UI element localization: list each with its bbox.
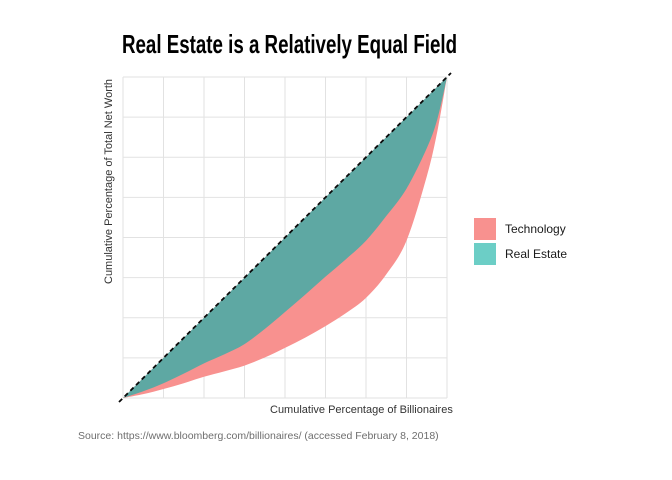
- legend-item-real-estate: Real Estate: [474, 243, 567, 265]
- equality-dashed-line: [118, 72, 452, 403]
- legend-item-technology: Technology: [474, 218, 567, 240]
- real-estate-swatch: [474, 243, 496, 265]
- plot-svg: [118, 72, 452, 403]
- technology-legend-label: Technology: [505, 222, 566, 236]
- chart-title: Real Estate is a Relatively Equal Field: [122, 29, 458, 59]
- technology-swatch: [474, 218, 496, 240]
- legend: Technology Real Estate: [474, 218, 567, 268]
- y-axis-title: Cumulative Percentage of Total Net Worth: [103, 78, 115, 284]
- source-note: Source: https://www.bloomberg.com/billio…: [78, 430, 439, 442]
- real-estate-legend-label: Real Estate: [505, 247, 568, 261]
- x-axis-title: Cumulative Percentage of Billionaires: [270, 404, 453, 416]
